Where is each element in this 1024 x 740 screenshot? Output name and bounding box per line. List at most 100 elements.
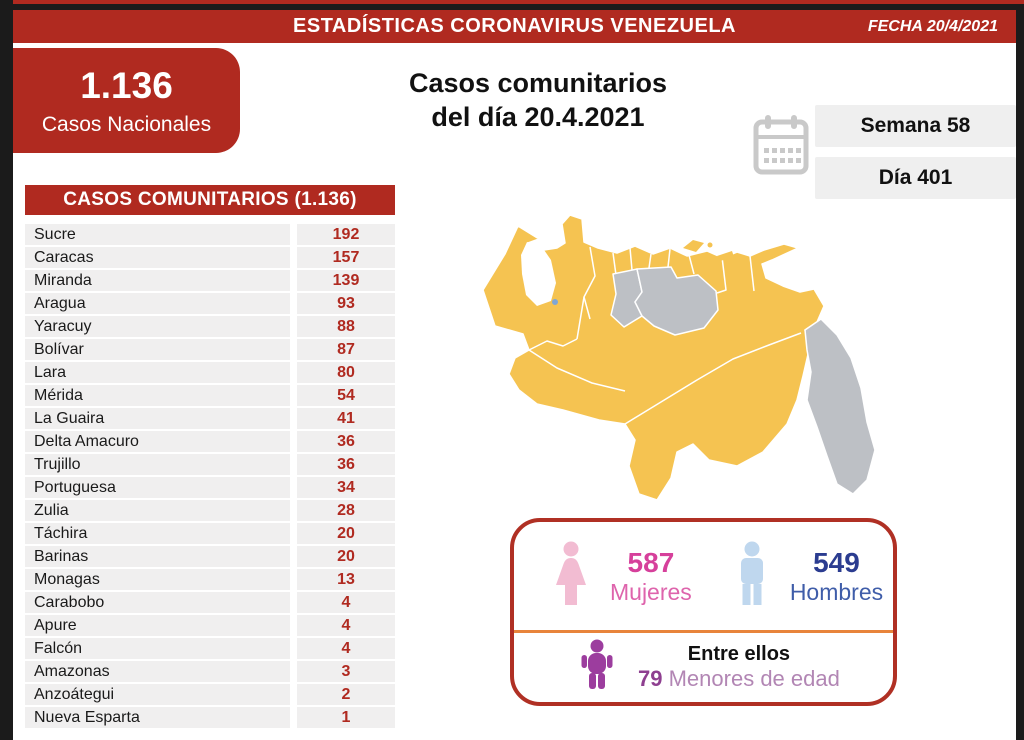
child-icon [578,639,616,696]
state-name: Trujillo [25,454,290,475]
table-row: Monagas 13 [25,569,395,590]
map-island-small [717,251,734,261]
women-count: 587 [627,546,675,578]
state-cases: 20 [297,523,395,544]
state-name: Bolívar [25,339,290,360]
week-badge: Semana 58 [815,105,1016,147]
state-name: Anzoátegui [25,684,290,705]
state-cases: 3 [297,661,395,682]
state-cases: 192 [297,224,395,245]
state-cases: 4 [297,592,395,613]
state-name: Apure [25,615,290,636]
day-badge: Día 401 [815,157,1016,199]
page-title-line1: Casos comunitarios [408,68,668,98]
state-name: Caracas [25,247,290,268]
gender-section: 587 Mujeres 549 Hombres [514,522,893,630]
state-cases: 13 [297,569,395,590]
header-banner: ESTADÍSTICAS CORONAVIRUS VENEZUELA FECHA… [13,10,1016,43]
page-title: Casos comunitarios del día 20.4.2021 [313,66,763,134]
table-row: Yaracuy 88 [25,316,395,337]
table-row: Barinas 20 [25,546,395,567]
cases-table-header: CASOS COMUNITARIOS (1.136) [25,185,395,215]
table-row: Delta Amacuro 36 [25,431,395,452]
state-name: Amazonas [25,661,290,682]
table-row: Amazonas 3 [25,661,395,682]
state-cases: 93 [297,293,395,314]
table-row: La Guaira 41 [25,408,395,429]
state-cases: 34 [297,477,395,498]
state-name: Delta Amacuro [25,431,290,452]
table-row: Miranda 139 [25,270,395,291]
state-cases: 36 [297,431,395,452]
women-label: Mujeres [610,578,692,605]
state-name: Monagas [25,569,290,590]
table-row: Caracas 157 [25,247,395,268]
table-row: Sucre 192 [25,224,395,245]
map-lake-dot [552,299,558,305]
state-name: Zulia [25,500,290,521]
top-red-strip [13,0,1024,4]
state-name: Lara [25,362,290,383]
female-icon [548,541,594,612]
state-cases: 28 [297,500,395,521]
calendar-icon [753,112,809,183]
state-name: Carabobo [25,592,290,613]
state-cases: 4 [297,615,395,636]
map-islet [707,242,713,248]
men-count: 549 [813,546,860,578]
state-name: Nueva Esparta [25,707,290,728]
state-cases: 2 [297,684,395,705]
map-gray-region-east [804,318,876,495]
table-row: Bolívar 87 [25,339,395,360]
map-lake-maracaibo [521,242,556,306]
national-cases-label: Casos Nacionales [41,112,212,136]
state-cases: 41 [297,408,395,429]
banner-date: FECHA 20/4/2021 [867,18,998,35]
table-row: Táchira 20 [25,523,395,544]
banner-title: ESTADÍSTICAS CORONAVIRUS VENEZUELA [293,15,736,37]
table-row: Portuguesa 34 [25,477,395,498]
men-stat: 549 Hombres [790,547,883,606]
state-cases: 1 [297,707,395,728]
male-icon [730,541,774,612]
table-row: Lara 80 [25,362,395,383]
table-row: Apure 4 [25,615,395,636]
map-gray-state-center [634,266,719,336]
state-name: Portuguesa [25,477,290,498]
state-name: Aragua [25,293,290,314]
state-cases: 36 [297,454,395,475]
cases-table-body: Sucre 192 Caracas 157 Miranda 139 Aragua… [25,224,395,730]
minors-section: Entre ellos 79 Menores de edad [514,633,893,702]
state-cases: 157 [297,247,395,268]
slide-page: ESTADÍSTICAS CORONAVIRUS VENEZUELA FECHA… [13,10,1016,740]
table-row: Nueva Esparta 1 [25,707,395,728]
state-cases: 54 [297,385,395,406]
state-name: Mérida [25,385,290,406]
state-name: Miranda [25,270,290,291]
table-row: Aragua 93 [25,293,395,314]
state-cases: 80 [297,362,395,383]
minors-label: Menores de edad [668,666,840,691]
women-stat: 587 Mujeres [610,547,692,606]
map-mainland [482,214,825,501]
state-cases: 20 [297,546,395,567]
minors-count: 79 [638,666,663,691]
orange-divider [514,630,893,633]
state-name: La Guaira [25,408,290,429]
state-name: Sucre [25,224,290,245]
table-row: Anzoátegui 2 [25,684,395,705]
national-cases-box: 1.136 Casos Nacionales [13,48,240,153]
demographics-box: 587 Mujeres 549 Hombres [510,518,897,706]
minors-intro: Entre ellos [687,643,791,665]
state-name: Falcón [25,638,290,659]
state-cases: 139 [297,270,395,291]
state-name: Yaracuy [25,316,290,337]
page-title-line2: del día 20.4.2021 [431,102,645,132]
table-row: Mérida 54 [25,385,395,406]
table-row: Carabobo 4 [25,592,395,613]
national-cases-value: 1.136 [80,64,173,106]
men-label: Hombres [789,578,884,605]
state-name: Barinas [25,546,290,567]
map-island-margarita [683,240,704,252]
table-row: Zulia 28 [25,500,395,521]
